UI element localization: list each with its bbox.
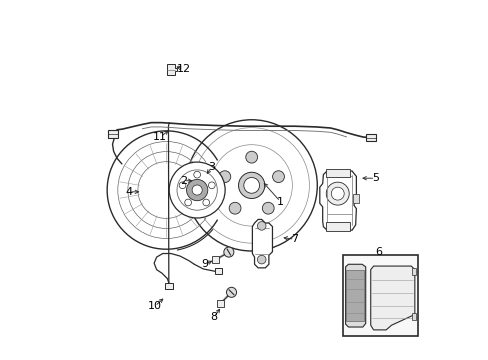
Bar — [325, 222, 349, 231]
Polygon shape — [345, 264, 365, 327]
Circle shape — [179, 182, 185, 189]
Bar — [366, 134, 376, 141]
Bar — [411, 268, 415, 275]
Text: 4: 4 — [125, 187, 132, 197]
Circle shape — [325, 182, 348, 205]
Circle shape — [226, 287, 236, 297]
Circle shape — [192, 185, 202, 195]
Text: 3: 3 — [207, 162, 215, 172]
Bar — [164, 283, 172, 289]
Bar — [352, 194, 359, 203]
Circle shape — [238, 172, 264, 198]
Text: 7: 7 — [290, 234, 298, 244]
Circle shape — [229, 202, 241, 214]
Polygon shape — [167, 64, 177, 75]
Text: 11: 11 — [153, 132, 167, 142]
Polygon shape — [370, 266, 414, 330]
Bar — [216, 300, 223, 307]
Circle shape — [245, 151, 257, 163]
Text: 5: 5 — [371, 173, 378, 183]
Bar — [107, 130, 118, 138]
Circle shape — [169, 162, 224, 218]
Text: 6: 6 — [375, 247, 382, 257]
Circle shape — [224, 247, 233, 257]
Bar — [346, 270, 364, 320]
Circle shape — [203, 199, 209, 206]
Circle shape — [262, 202, 274, 214]
Text: 10: 10 — [147, 301, 162, 311]
Bar — [215, 268, 222, 274]
Circle shape — [244, 177, 259, 193]
Circle shape — [257, 255, 265, 264]
Circle shape — [219, 171, 230, 183]
Bar — [343, 255, 417, 336]
Text: 12: 12 — [176, 64, 190, 74]
Circle shape — [330, 187, 344, 200]
Circle shape — [257, 222, 265, 230]
Text: 2: 2 — [180, 176, 187, 186]
Circle shape — [272, 171, 284, 183]
Circle shape — [208, 182, 215, 189]
Circle shape — [193, 171, 200, 178]
Text: 1: 1 — [276, 197, 283, 207]
Bar — [325, 168, 349, 177]
Circle shape — [185, 120, 317, 251]
Bar — [212, 256, 219, 263]
Text: 9: 9 — [201, 259, 208, 269]
Bar — [411, 313, 415, 320]
Text: 8: 8 — [210, 312, 217, 322]
Polygon shape — [319, 171, 356, 230]
Circle shape — [184, 199, 191, 206]
Circle shape — [186, 179, 207, 201]
Polygon shape — [252, 220, 272, 268]
